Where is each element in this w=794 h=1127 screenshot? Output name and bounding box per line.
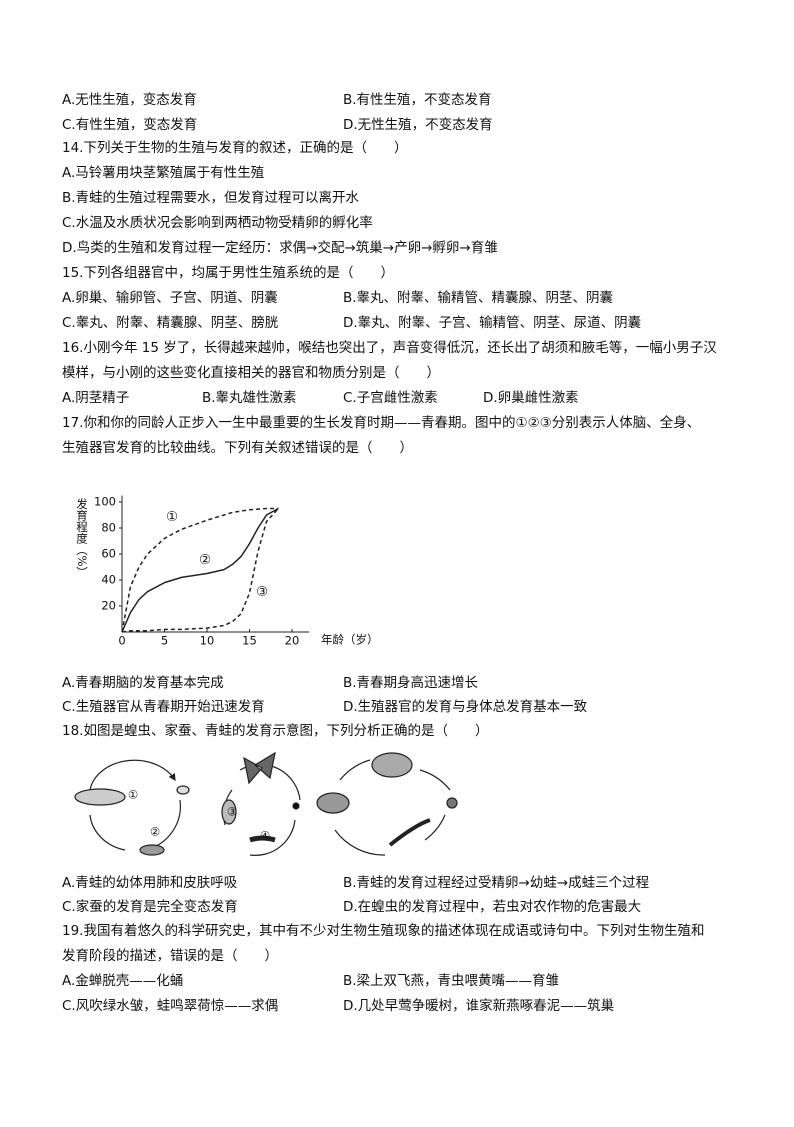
text-line: C.水温及水质状况会影响到两栖动物受精卵的孵化率 <box>62 214 373 231</box>
curve <box>121 507 279 633</box>
x-tick-label: 0 <box>118 634 125 648</box>
x-tick-label: 10 <box>200 634 215 648</box>
y-tick-label: 80 <box>101 521 116 535</box>
x-tick-label: 5 <box>161 634 168 648</box>
text-line: 19.我国有着悠久的科学研究史，其中有不少对生物生殖现象的描述体现在成语或诗句中… <box>62 922 704 939</box>
curve-label: ② <box>199 552 211 568</box>
text-line: C.有性生殖，变态发育 <box>62 116 197 133</box>
text-line: D.生殖器官的发育与身体总发育基本一致 <box>343 698 588 715</box>
text-line: 模样，与小刚的这些变化直接相关的器官和物质分别是（ ） <box>62 364 440 381</box>
text-line: D.在蝗虫的发育过程中，若虫对农作物的危害最大 <box>343 899 641 915</box>
figure-label: ① <box>128 788 138 802</box>
x-tick-label: 15 <box>242 634 257 648</box>
text-line: C.家蚕的发育是完全变态发育 <box>62 898 238 915</box>
figure-label: ② <box>150 825 160 839</box>
y-tick-label: 100 <box>94 495 116 509</box>
curve <box>121 507 279 633</box>
text-line: B.梁上双飞燕，青虫喂黄嘴——育雏 <box>343 973 559 989</box>
text-line: B.有性生殖，不变态发育 <box>343 91 492 108</box>
text-line: C.子宫雌性激素 <box>343 390 438 406</box>
y-tick-label: 40 <box>101 573 116 587</box>
text-line: 18.如图是蝗虫、家蚕、青蛙的发育示意图，下列分析正确的是（ ） <box>62 722 488 739</box>
curve-label: ① <box>166 509 178 525</box>
text-line: A.无性生殖，变态发育 <box>62 91 197 108</box>
text-line: D.无性生殖，不变态发育 <box>343 116 493 133</box>
text-line: A.阴茎精子 <box>62 390 129 406</box>
curve <box>121 507 279 633</box>
figure-label: ④ <box>260 829 270 843</box>
text-line: 发育阶段的描述，错误的是（ ） <box>62 948 278 964</box>
development-illustration <box>74 751 458 856</box>
text-line: C.睾丸、附睾、精囊腺、阴茎、膀胱 <box>62 314 279 331</box>
text-line: B.青春期身高迅速增长 <box>343 674 479 691</box>
text-line: D.睾丸、附睾、子宫、输精管、阴茎、尿道、阴囊 <box>343 314 641 331</box>
y-tick-label: 20 <box>101 599 116 613</box>
y-tick-label: 60 <box>101 547 116 561</box>
x-axis-label: 年龄（岁） <box>321 633 379 647</box>
text-line: B.青蛙的生殖过程需要水，但发育过程可以离开水 <box>62 189 360 206</box>
text-line: A.金蝉脱壳——化蛹 <box>62 973 183 989</box>
text-line: 14.下列关于生物的生殖与发育的叙述，正确的是（ ） <box>62 139 407 156</box>
text-line: C.风吹绿水皱，蛙鸣翠荷惊——求偶 <box>62 997 278 1014</box>
y-axis-label: 发育程度（%） <box>75 497 89 578</box>
text-line: 生殖器官发育的比较曲线。下列有关叙述错误的是（ ） <box>62 439 413 456</box>
x-tick-label: 20 <box>285 634 300 648</box>
text-line: B.睾丸雄性激素 <box>202 390 297 406</box>
text-line: C.生殖器官从青春期开始迅速发育 <box>62 698 265 715</box>
text-line: A.青春期脑的发育基本完成 <box>62 674 224 691</box>
text-line: A.卵巢、输卵管、子宫、阴道、阴囊 <box>62 289 278 306</box>
text-line: D.鸟类的生殖和发育过程一定经历：求偶→交配→筑巢→产卵→孵卵→育雏 <box>62 239 498 256</box>
text-line: B.青蛙的发育过程经过受精卵→幼蛙→成蛙三个过程 <box>343 875 649 891</box>
text-line: 15.下列各组器官中，均属于男性生殖系统的是（ ） <box>62 264 394 281</box>
text-line: 17.你和你的同龄人正步入一生中最重要的生长发育时期——青春期。图中的①②③分别… <box>62 414 700 431</box>
curve-label: ③ <box>256 584 268 600</box>
text-line: 16.小刚今年 15 岁了，长得越来越帅，喉结也突出了，声音变得低沉，还长出了胡… <box>62 339 717 356</box>
text-line: B.睾丸、附睾、输精管、精囊腺、阴茎、阴囊 <box>343 289 613 306</box>
text-line: A.青蛙的幼体用肺和皮肤呼吸 <box>62 875 238 891</box>
text-line: A.马铃薯用块茎繁殖属于有性生殖 <box>62 164 264 181</box>
text-line: D.几处早莺争暖树，谁家新燕啄春泥——筑巢 <box>343 997 614 1014</box>
text-line: D.卵巢雌性激素 <box>483 390 579 406</box>
figure-label: ③ <box>227 805 237 819</box>
